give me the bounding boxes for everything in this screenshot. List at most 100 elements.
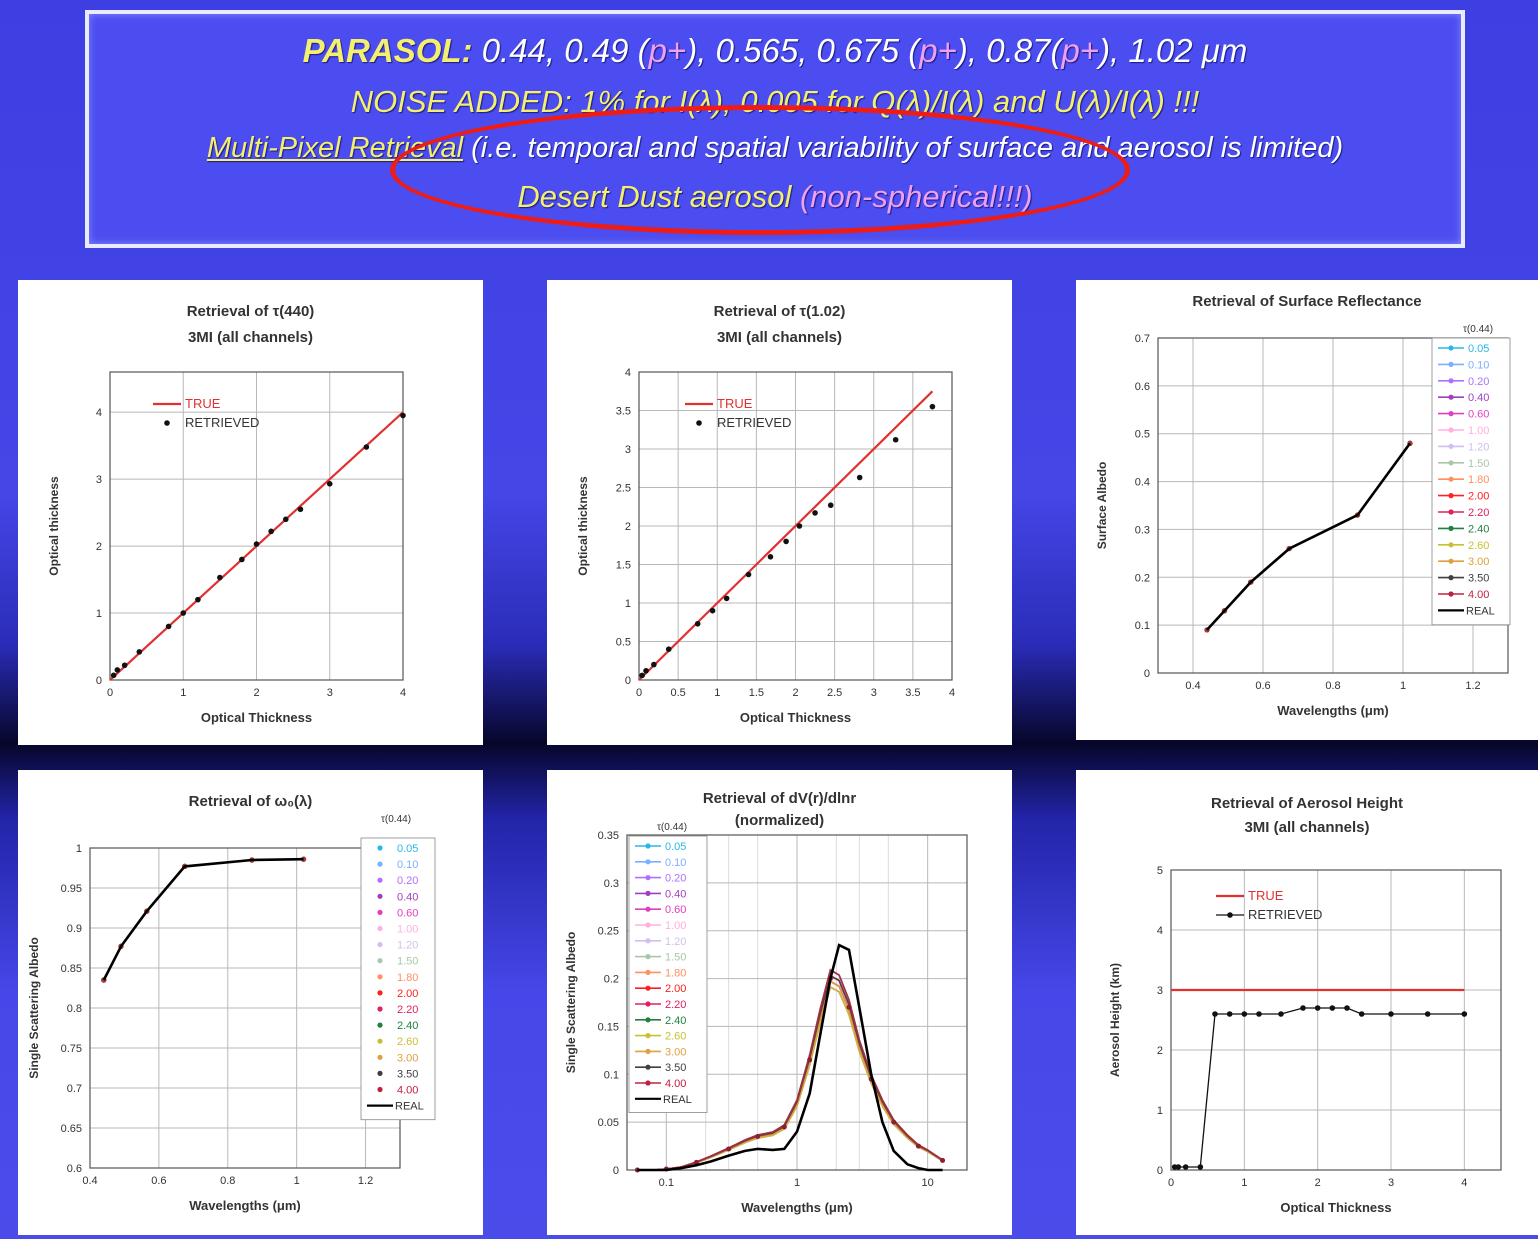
x-tick-label: 2: [253, 687, 259, 699]
tau-legend-box: [360, 837, 436, 1121]
y-axis-label: Optical thickness: [47, 476, 61, 576]
x-tick-label: 3: [1388, 1177, 1394, 1189]
tau-legend-label: 2.60: [397, 1036, 418, 1048]
tau-legend-marker: [1448, 591, 1454, 597]
real-line: [1206, 442, 1412, 631]
tau-legend-marker: [645, 1080, 651, 1086]
chart-title: (normalized): [735, 812, 824, 829]
tau-legend-label: 1.80: [665, 967, 686, 979]
tau-legend-label: 1.20: [397, 940, 418, 952]
panel-ssa: Retrieval of ω₀(λ) 0.4 0.6 0.8 1 1.2 0.6 0.65 0.…: [18, 770, 483, 1235]
tau-legend-marker: [1448, 493, 1454, 499]
tau-legend-marker: [377, 877, 383, 883]
x-tick-label: 1: [180, 687, 186, 699]
y-axis-label: Single Scattering Albedo: [564, 932, 578, 1074]
y-tick-label: 0.85: [61, 963, 82, 975]
legend-retrieved-marker: [696, 420, 702, 426]
chart-title: Retrieval of dV(r)/dlnr: [703, 790, 857, 807]
tau-legend-label: 4.00: [1468, 589, 1489, 601]
y-tick-label: 4: [96, 407, 102, 419]
y-tick-label: 0.2: [604, 974, 619, 986]
y-tick-label: 0.6: [1135, 381, 1150, 393]
y-tick-label: 0.9: [67, 923, 82, 935]
tau-legend-marker: [1448, 394, 1454, 400]
x-tick-label: 0.8: [220, 1175, 235, 1187]
real-line: [102, 857, 304, 981]
y-tick-label: 1: [625, 598, 631, 610]
y-tick-label: 0.35: [598, 830, 619, 842]
tau-legend-marker: [1448, 427, 1454, 433]
tau-legend-label: 0.60: [665, 904, 686, 916]
x-tick-label: 1.2: [358, 1175, 373, 1187]
x-tick-label: 3: [871, 687, 877, 699]
chart-title: 3MI (all channels): [1244, 819, 1369, 836]
tau-legend-marker: [1448, 558, 1454, 564]
retrieved-point: [856, 474, 863, 481]
tau-legend-marker: [377, 861, 383, 867]
tau-legend-marker: [645, 1064, 651, 1070]
tau-legend-marker: [645, 985, 651, 991]
tau-legend-label: 1.80: [1468, 474, 1489, 486]
tau-legend-marker: [1448, 525, 1454, 531]
tau-legend-label: 3.50: [397, 1068, 418, 1080]
x-axis-label: Wavelengths (μm): [189, 1198, 300, 1213]
tau-legend-marker: [645, 875, 651, 881]
retrieved-point: [709, 607, 716, 614]
x-tick-label: 2: [1315, 1177, 1321, 1189]
x-axis-label: Optical Thickness: [740, 710, 851, 725]
tau-legend-label: 0.10: [397, 859, 418, 871]
tau-legend-title: τ(0.44): [1463, 324, 1493, 335]
retrieved-point: [1358, 1011, 1365, 1017]
tau-legend-label: 0.60: [1468, 409, 1489, 421]
y-axis-label: Optical thickness: [576, 476, 590, 576]
tau-legend-marker: [1448, 542, 1454, 548]
retrieved-point: [755, 1134, 761, 1139]
tau-legend-marker: [377, 1054, 383, 1060]
y-tick-label: 2: [1157, 1045, 1163, 1057]
plot-frame: [638, 371, 953, 681]
y-tick-label: 0.5: [616, 637, 631, 649]
y-axis-label: Aerosol Height (km): [1108, 963, 1122, 1077]
retrieved-point: [651, 661, 657, 668]
tau-legend-label: 1.50: [397, 956, 418, 968]
tau-legend-label: 1.00: [397, 924, 418, 936]
legend-retrieved-label: RETRIEVED: [185, 415, 259, 430]
x-tick-label: 2: [792, 687, 798, 699]
tau-legend-title: τ(0.44): [657, 822, 687, 833]
tau-legend-label: 3.00: [1468, 556, 1489, 568]
tau-legend-label: 2.60: [665, 1031, 686, 1043]
retrieved-point: [745, 571, 752, 578]
tau-legend-label: 1.00: [665, 920, 686, 932]
retrieved-point: [639, 672, 645, 679]
tau-legend-marker: [645, 1033, 651, 1039]
tau-legend-marker: [1448, 361, 1454, 367]
retrieved-line: [1174, 1007, 1465, 1168]
tau-legend-label: 3.50: [1468, 573, 1489, 585]
y-axis-label: Single Scattering Albedo: [27, 937, 41, 1079]
chart-tau102: Retrieval of τ(1.02)3MI (all channels)0 0…: [576, 303, 955, 725]
retrieved-point: [1461, 1011, 1468, 1017]
x-tick-label: 0.6: [1255, 680, 1270, 692]
retrieved-point: [915, 1143, 921, 1149]
retrieved-point: [326, 481, 333, 487]
x-tick-label: 0.1: [659, 1177, 674, 1189]
retrieved-point: [239, 556, 245, 563]
panel-psd: Retrieval of dV(r)/dlnr (normalized) 0.1 1 1…: [547, 770, 1012, 1235]
y-tick-label: 4: [1157, 925, 1163, 937]
tau-legend-label: 0.05: [1468, 343, 1489, 355]
y-tick-label: 0.05: [598, 1117, 619, 1129]
retrieved-point: [180, 610, 187, 616]
y-tick-label: 0.2: [1135, 572, 1150, 584]
tau-legend-label: 4.00: [665, 1078, 686, 1090]
band-text-2: ), 0.565, 0.675 (: [686, 32, 920, 69]
legend-retrieved-marker: [1227, 912, 1233, 918]
y-tick-label: 0: [613, 1165, 619, 1177]
y-tick-label: 0.3: [1135, 524, 1150, 536]
legend-true-label: TRUE: [717, 396, 753, 411]
y-tick-label: 1: [76, 843, 82, 855]
retrieved-point: [114, 667, 121, 673]
real-legend-label: REAL: [663, 1094, 692, 1106]
y-axis-label: Surface Albedo: [1095, 462, 1109, 550]
x-tick-label: 1: [1241, 1177, 1247, 1189]
retrieved-point: [643, 667, 649, 674]
